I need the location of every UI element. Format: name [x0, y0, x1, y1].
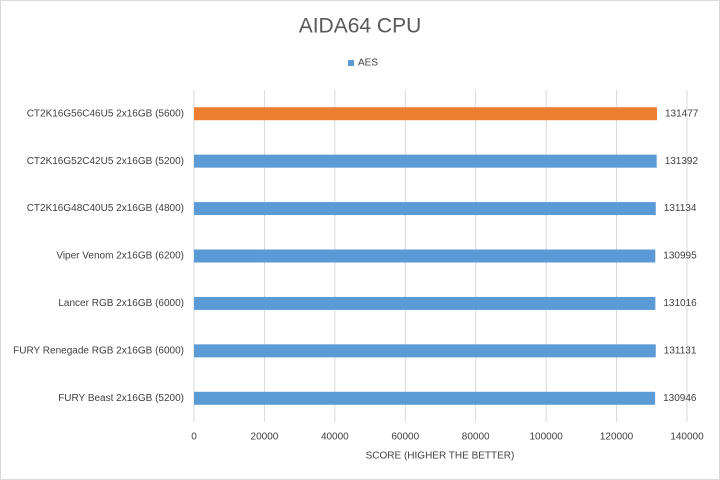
bar	[194, 296, 656, 310]
y-tick-label: Lancer RGB 2x16GB (6000)	[58, 298, 184, 309]
bar	[194, 344, 656, 358]
x-tick-label: 80000	[462, 432, 490, 443]
legend-label: AES	[358, 58, 378, 69]
y-tick-label: CT2K16G52C42U5 2x16GB (5200)	[27, 156, 184, 167]
data-label: 130995	[663, 251, 697, 262]
y-tick-label: FURY Renegade RGB 2x16GB (6000)	[13, 345, 184, 356]
x-tick-label: 100000	[529, 432, 563, 443]
data-label: 131392	[665, 156, 699, 167]
x-tick-label: 60000	[391, 432, 419, 443]
chart-title: AIDA64 CPU	[299, 15, 422, 38]
y-tick-label: CT2K16G48C40U5 2x16GB (4800)	[27, 203, 184, 214]
data-label: 131477	[665, 108, 699, 119]
bar	[194, 391, 656, 405]
y-tick-label: FURY Beast 2x16GB (5200)	[58, 393, 184, 404]
legend-marker	[348, 60, 354, 66]
x-tick-label: 0	[191, 432, 197, 443]
data-label: 131131	[664, 345, 697, 356]
data-label: 130946	[663, 393, 697, 404]
data-label: 131134	[664, 203, 697, 214]
x-tick-label: 40000	[321, 432, 349, 443]
y-tick-label: CT2K16G56C46U5 2x16GB (5600)	[27, 108, 184, 119]
x-tick-label: 140000	[670, 432, 704, 443]
bar	[194, 249, 656, 263]
x-axis-label: SCORE (HIGHER THE BETTER)	[366, 451, 515, 462]
bar	[194, 202, 656, 216]
x-tick-label: 20000	[251, 432, 279, 443]
y-tick-label: Viper Venom 2x16GB (6200)	[56, 251, 184, 262]
data-label: 131016	[663, 298, 697, 309]
bar	[194, 107, 657, 121]
x-tick-label: 120000	[600, 432, 634, 443]
bar	[194, 154, 657, 168]
